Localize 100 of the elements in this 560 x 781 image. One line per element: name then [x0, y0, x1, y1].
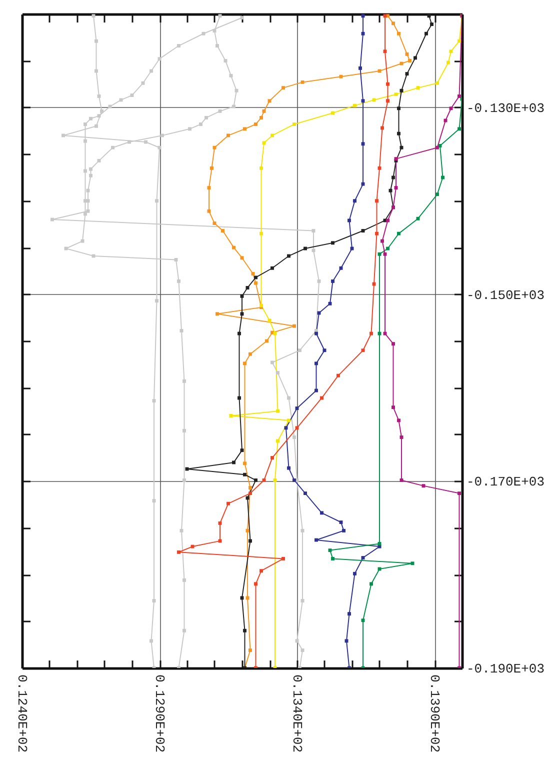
point: [243, 472, 246, 476]
point: [50, 218, 54, 222]
point: [375, 232, 378, 236]
point: [375, 199, 378, 203]
point: [182, 628, 186, 632]
point: [260, 166, 263, 170]
point: [397, 32, 400, 36]
point: [287, 418, 290, 422]
y-tick-label: -0.130E+03: [466, 100, 545, 116]
point: [226, 502, 230, 506]
point: [182, 428, 186, 432]
point: [94, 39, 98, 43]
point: [155, 299, 158, 303]
point: [392, 342, 395, 346]
point: [287, 466, 290, 470]
point: [182, 379, 186, 383]
point: [254, 478, 258, 482]
point: [210, 166, 214, 170]
point: [397, 418, 400, 422]
point: [270, 266, 274, 270]
point: [331, 111, 334, 115]
point: [243, 127, 246, 131]
x-tick-label: 0.1390E+02: [427, 674, 442, 753]
point: [111, 146, 114, 150]
y-tick-label: -0.170E+03: [466, 474, 545, 490]
point: [414, 56, 417, 60]
point: [348, 612, 351, 616]
point: [260, 116, 263, 120]
point: [248, 648, 252, 652]
point: [248, 486, 252, 490]
point: [314, 332, 318, 336]
point: [216, 44, 219, 48]
point: [292, 436, 296, 439]
point: [458, 492, 461, 496]
point: [232, 460, 236, 464]
point: [397, 232, 400, 236]
point: [392, 406, 395, 410]
point: [89, 167, 92, 171]
point: [150, 639, 153, 643]
point: [177, 44, 180, 48]
point: [182, 578, 186, 582]
point: [177, 279, 180, 283]
point: [424, 32, 428, 36]
point: [292, 478, 296, 482]
point: [84, 169, 87, 173]
point: [342, 528, 346, 532]
point: [370, 332, 373, 336]
point: [276, 439, 280, 443]
point: [298, 348, 302, 352]
point: [353, 104, 356, 108]
point: [160, 134, 164, 138]
point: [408, 58, 412, 62]
x-tick-label: 0.1290E+02: [152, 674, 167, 753]
point: [331, 279, 334, 283]
point: [254, 276, 258, 280]
point: [458, 39, 461, 43]
point: [84, 122, 87, 126]
point: [276, 371, 280, 374]
point: [331, 556, 334, 560]
point: [430, 22, 434, 26]
point: [436, 146, 439, 150]
point: [84, 139, 87, 143]
point: [292, 122, 296, 126]
point: [386, 218, 390, 222]
point: [314, 362, 318, 366]
x-tick-label: 0.1240E+02: [14, 674, 30, 753]
point: [204, 116, 208, 120]
point: [436, 192, 439, 196]
point: [282, 86, 285, 90]
point: [155, 199, 158, 203]
point: [392, 22, 395, 26]
point: [282, 556, 285, 560]
point: [397, 106, 400, 110]
point: [216, 312, 219, 316]
point: [221, 229, 224, 232]
point: [254, 122, 258, 126]
point: [386, 82, 390, 86]
point: [226, 134, 230, 138]
point: [248, 492, 252, 496]
point: [260, 232, 263, 236]
point: [270, 134, 274, 138]
point: [458, 94, 461, 98]
point: [243, 628, 246, 632]
point: [270, 330, 274, 334]
point: [436, 81, 439, 85]
point: [380, 239, 384, 243]
point: [100, 109, 104, 113]
point: [232, 246, 236, 250]
y-tick-label: -0.150E+03: [466, 288, 545, 303]
point: [353, 572, 356, 576]
point: [182, 478, 186, 482]
point: [260, 569, 263, 573]
y-tick-label: -0.190E+03: [466, 662, 545, 676]
point: [254, 582, 258, 586]
point: [370, 582, 373, 586]
point: [199, 122, 202, 126]
point: [89, 174, 92, 178]
point: [248, 352, 252, 356]
point: [177, 550, 180, 554]
point: [292, 324, 296, 328]
